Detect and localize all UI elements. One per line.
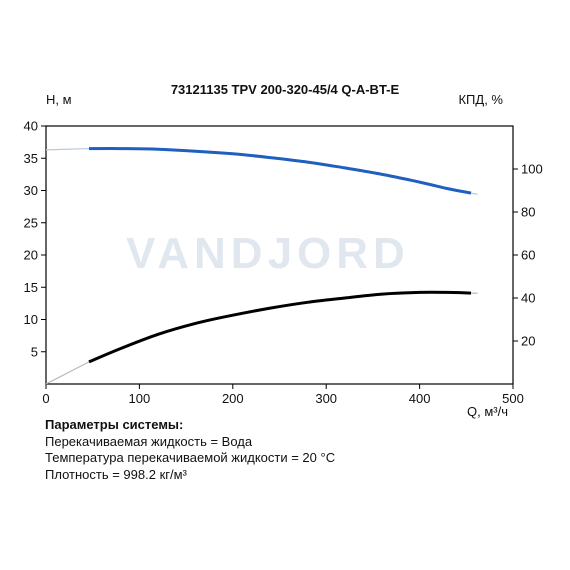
y-left-tick-label: 20 [24,248,38,263]
y-left-tick-label: 10 [24,312,38,327]
y-right-tick-label: 40 [521,291,535,306]
x-tick-label: 400 [409,391,431,406]
efficiency-curve-extension [45,361,90,385]
y-left-tick-label: 30 [24,183,38,198]
head-curve-extension [470,192,478,195]
watermark-text: VANDJORD [126,229,410,278]
y-axis-right-label: КПД, % [458,92,503,107]
x-tick-label: 0 [42,391,49,406]
param-density: Плотность = 998.2 кг/м³ [45,466,187,482]
y-right-tick-label: 100 [521,162,543,177]
y-left-tick-label: 40 [24,119,38,134]
y-right-tick-label: 60 [521,248,535,263]
x-tick-label: 300 [315,391,337,406]
system-parameters: Параметры системы: Перекачиваемая жидкос… [45,417,335,483]
y-left-tick-label: 35 [24,151,38,166]
x-tick-label: 500 [502,391,524,406]
series-lines [45,147,478,385]
y-left-tick-label: 5 [31,344,38,359]
head-curve [88,147,472,195]
y-right-tick-label: 20 [521,334,535,349]
x-tick-label: 200 [222,391,244,406]
x-axis-ticks: 0 100 200 300 400 500 [42,384,524,406]
y-axis-left-label: H, м [46,92,72,107]
y-left-tick-label: 25 [24,215,38,230]
system-parameters-heading: Параметры системы: [45,417,184,432]
param-temperature: Температура перекачиваемой жидкости = 20… [45,450,336,465]
x-tick-label: 100 [129,391,151,406]
watermark: VANDJORD [126,229,410,278]
y-right-tick-label: 80 [521,205,535,220]
param-liquid: Перекачиваемая жидкость = Вода [45,433,253,449]
efficiency-curve [88,290,472,364]
y-axis-left-ticks: 5 10 15 20 25 30 35 40 [24,119,46,359]
head-curve-extension [45,147,89,151]
x-axis-label: Q, м³/ч [467,404,508,419]
y-left-tick-label: 15 [24,280,38,295]
chart-title: 73121135 TPV 200-320-45/4 Q-A-BT-E [170,82,400,97]
y-axis-right-ticks: 20 40 60 80 100 [513,162,543,349]
